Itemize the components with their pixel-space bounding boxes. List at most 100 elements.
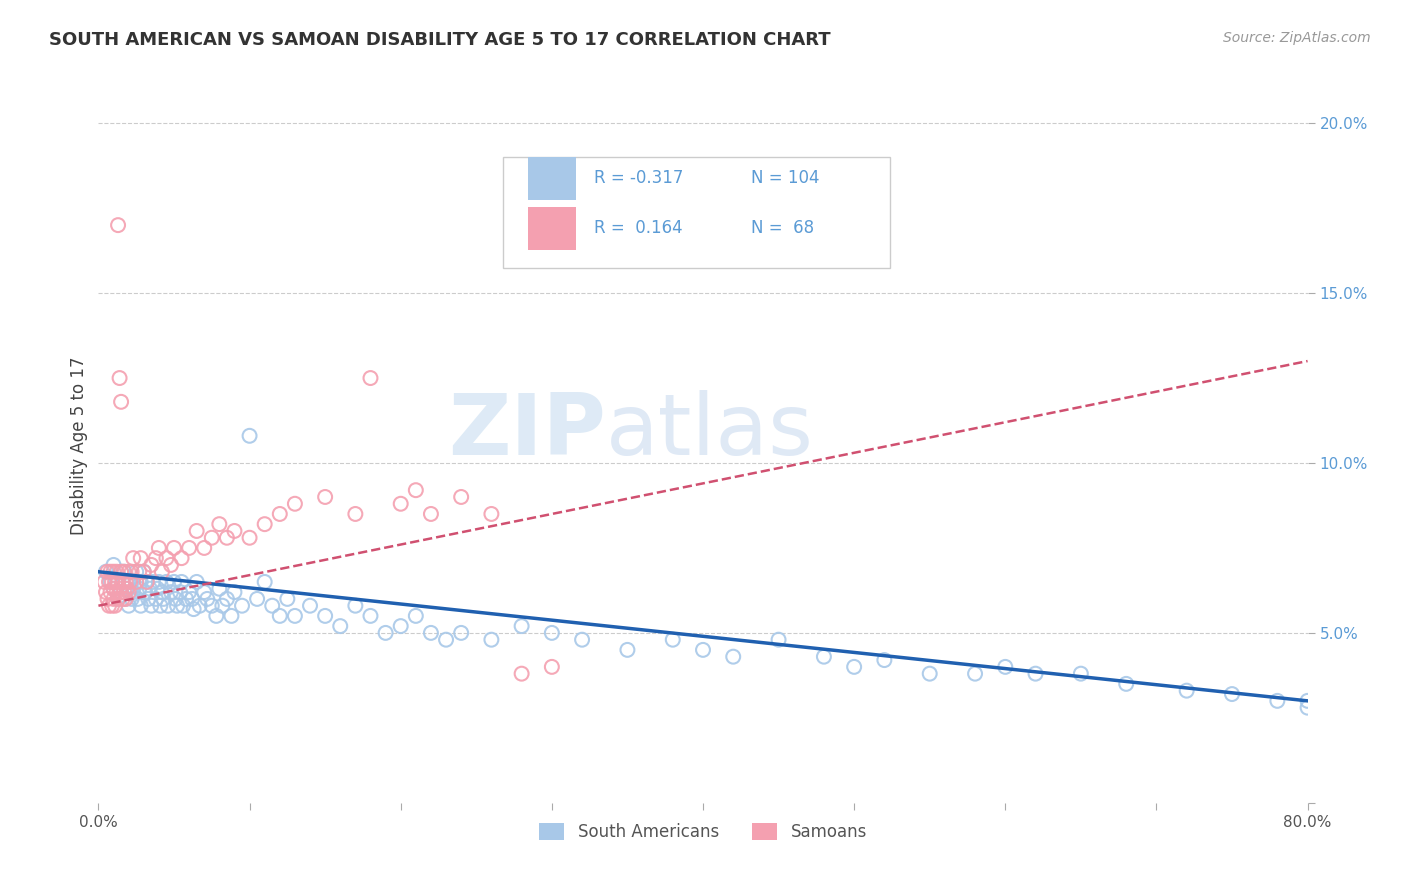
Point [110,565,132,579]
Point [142,574,165,589]
Point [108,582,131,596]
Point [155,574,177,589]
Point [405,608,427,623]
Point [107,591,129,606]
Point [208,517,231,532]
Point [111,574,134,589]
Point [120,585,142,599]
Point [105,585,128,599]
Point [118,599,141,613]
Point [174,591,197,606]
Point [107,218,129,232]
Point [110,585,132,599]
FancyBboxPatch shape [527,207,576,250]
Text: Source: ZipAtlas.com: Source: ZipAtlas.com [1223,31,1371,45]
Point [118,585,141,599]
Point [103,582,125,596]
Point [107,574,129,589]
Point [148,541,170,555]
Point [152,591,174,606]
Point [160,558,183,572]
Text: R = -0.317: R = -0.317 [595,169,683,187]
Point [1024,666,1046,681]
Point [434,632,457,647]
Point [105,574,128,589]
Point [768,632,790,647]
Point [205,608,228,623]
Point [510,666,533,681]
Point [101,599,124,613]
Point [169,585,191,599]
Point [360,371,382,385]
Point [103,565,125,579]
Point [114,574,136,589]
Text: N =  68: N = 68 [751,219,814,237]
Point [150,585,173,599]
Point [540,626,562,640]
Point [918,666,941,681]
Point [1175,683,1198,698]
Point [299,599,322,613]
Point [132,565,155,579]
Point [129,574,152,589]
Text: atlas: atlas [606,390,814,474]
Point [1267,694,1289,708]
Text: SOUTH AMERICAN VS SAMOAN DISABILITY AGE 5 TO 17 CORRELATION CHART: SOUTH AMERICAN VS SAMOAN DISABILITY AGE … [49,31,831,49]
Point [262,599,284,613]
Point [96,565,118,579]
Point [111,574,134,589]
Point [389,619,412,633]
Point [193,541,215,555]
Point [276,591,298,606]
Point [111,591,134,606]
Point [172,599,194,613]
Point [96,591,118,606]
Point [94,585,117,599]
Point [155,551,177,566]
Point [201,531,224,545]
Point [163,574,186,589]
Point [100,565,122,579]
Point [141,599,163,613]
Point [136,591,159,606]
Point [540,660,562,674]
Point [128,582,150,596]
Point [107,591,129,606]
Point [481,632,503,647]
Point [103,582,125,596]
Point [1070,666,1092,681]
Point [104,574,127,589]
Point [129,551,152,566]
Point [115,582,138,596]
Point [149,599,172,613]
Point [873,653,896,667]
Point [224,585,246,599]
Point [844,660,866,674]
Point [1296,700,1319,714]
Point [165,591,187,606]
Point [179,585,201,599]
Point [129,599,152,613]
Point [135,574,157,589]
Point [112,585,135,599]
Point [661,632,683,647]
Point [118,574,141,589]
Point [132,565,155,579]
Point [104,599,127,613]
Point [179,541,201,555]
Point [160,585,183,599]
Point [253,517,276,532]
Point [723,649,745,664]
Point [344,599,367,613]
Point [100,574,122,589]
Point [344,507,367,521]
Text: R =  0.164: R = 0.164 [595,219,683,237]
Legend: South Americans, Samoans: South Americans, Samoans [533,816,873,848]
Point [314,608,336,623]
Point [616,643,638,657]
Point [188,599,211,613]
Point [125,574,148,589]
Point [98,574,121,589]
Point [253,574,276,589]
Point [374,626,396,640]
